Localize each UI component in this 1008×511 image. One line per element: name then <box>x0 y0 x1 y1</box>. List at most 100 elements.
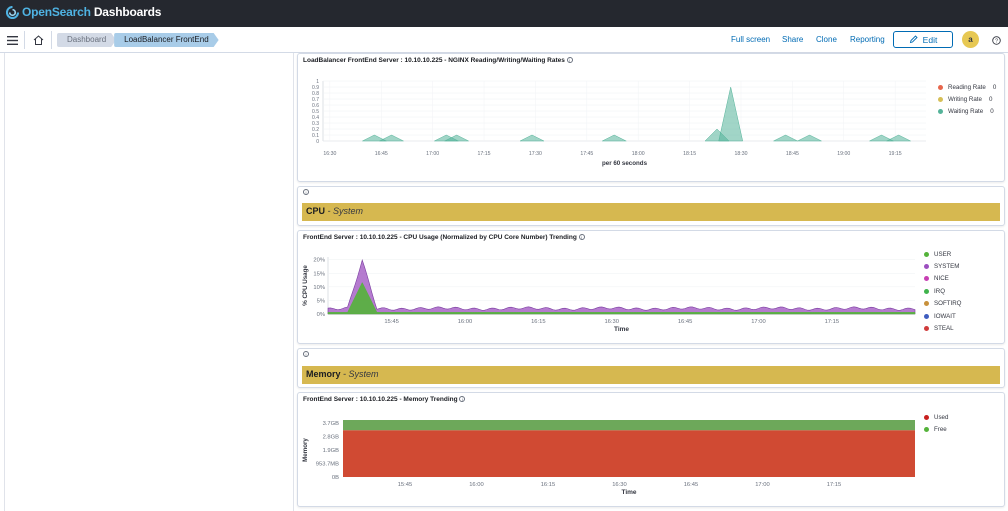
y-axis-title: Memory <box>302 438 309 462</box>
memory-header-subtitle: System <box>348 369 379 379</box>
pencil-icon <box>909 35 918 44</box>
waiting-rate-spike <box>773 134 798 142</box>
legend-item[interactable]: Waiting Rate 0 <box>938 106 996 118</box>
avatar[interactable]: a <box>962 31 979 48</box>
brand-search: Search <box>51 5 91 19</box>
x-axis-title: per 60 seconds <box>602 160 648 167</box>
legend-label: Writing Rate <box>948 96 982 104</box>
waiting-rate-spike <box>519 134 545 142</box>
x-tick-label: 16:30 <box>323 151 336 157</box>
cpu-markdown-bar: CPU - System <box>302 203 1000 221</box>
x-tick-label: 17:15 <box>478 151 491 157</box>
home-icon[interactable] <box>31 33 45 47</box>
panel-title: FrontEnd Server : 10.10.10.225 - Memory … <box>303 396 458 403</box>
system-area <box>327 259 916 315</box>
legend-item[interactable]: STEAL <box>924 322 962 334</box>
legend-label: IRQ <box>934 287 946 295</box>
share-link[interactable]: Share <box>782 35 804 44</box>
x-tick-label: 19:00 <box>837 151 850 157</box>
legend-item[interactable]: SOFTIRQ <box>924 298 962 310</box>
x-tick-label: 17:15 <box>827 482 842 488</box>
legend-item[interactable]: IOWAIT <box>924 310 962 322</box>
memory-trending-panel: FrontEnd Server : 10.10.10.225 - Memory … <box>297 392 1005 507</box>
legend-dot <box>924 264 929 270</box>
memory-header-title: Memory <box>306 369 341 379</box>
x-tick-label: 16:15 <box>541 482 556 488</box>
y-tick-label: 3.7GB <box>323 421 340 427</box>
x-tick-label: 15:45 <box>398 482 413 488</box>
y-tick-label: 0.6 <box>312 103 319 109</box>
x-axis-title: Time <box>614 326 629 333</box>
legend-dot <box>924 427 929 433</box>
x-tick-label: 16:45 <box>375 151 388 157</box>
y-tick-label: 0.4 <box>312 115 319 121</box>
legend-item[interactable]: IRQ <box>924 285 962 297</box>
legend-value: 0 <box>990 108 994 116</box>
edit-button[interactable]: Edit <box>893 31 953 48</box>
full-screen-link[interactable]: Full screen <box>731 35 771 44</box>
waiting-rate-spike <box>718 86 744 142</box>
nginx-chart: 00.10.20.30.40.50.60.70.80.91 16:30 16:45 1… <box>312 79 926 167</box>
reporting-link[interactable]: Reporting <box>850 35 885 44</box>
used-area <box>343 430 915 477</box>
y-tick-label: 2.8GB <box>323 435 340 441</box>
y-tick-label: 0.5 <box>312 109 319 115</box>
info-icon[interactable]: i <box>303 189 309 195</box>
cpu-header-subtitle: System <box>333 206 364 216</box>
cpu-header-title: CPU <box>306 206 326 216</box>
x-tick-label: 18:45 <box>786 151 799 157</box>
x-tick-label: 16:45 <box>684 482 699 488</box>
brand-dashboards: Dashboards <box>90 5 162 19</box>
opensearch-logo[interactable]: OpenSearch Dashboards <box>6 5 161 19</box>
y-tick-label: 15% <box>313 271 325 277</box>
legend-dot <box>924 251 929 257</box>
waiting-rate-spike <box>379 134 404 142</box>
x-tick-label: 19:15 <box>889 151 902 157</box>
legend-dot <box>924 313 929 319</box>
nginx-legend: Reading Rate 0 Writing Rate 0 Waiting Rate 0 <box>938 81 996 118</box>
legend-label: NICE <box>934 275 949 283</box>
menu-icon[interactable] <box>5 33 19 47</box>
brand-open: Open <box>22 5 52 19</box>
x-tick-label: 18:30 <box>734 151 747 157</box>
y-tick-label: 5% <box>317 298 325 304</box>
clone-link[interactable]: Clone <box>816 35 837 44</box>
legend-item[interactable]: NICE <box>924 273 962 285</box>
legend-item[interactable]: SYSTEM <box>924 260 962 272</box>
nav-bar: Dashboard LoadBalancer FrontEnd Full scr… <box>0 27 1008 53</box>
legend-value: 0 <box>992 83 997 91</box>
panel-title: FrontEnd Server : 10.10.10.225 - CPU Usa… <box>303 234 577 241</box>
legend-item[interactable]: Writing Rate 0 <box>938 93 996 105</box>
waiting-rate-spike <box>886 134 911 142</box>
info-icon[interactable]: i <box>303 351 309 357</box>
memory-markdown-bar: Memory - System <box>302 366 1000 384</box>
y-tick-label: 10% <box>313 285 325 291</box>
breadcrumb-dashboard[interactable]: Dashboard <box>57 33 116 47</box>
legend-item[interactable]: Reading Rate 0 <box>938 81 996 93</box>
y-tick-label: 1.9GB <box>323 448 340 454</box>
waiting-rate-spike <box>362 134 387 142</box>
y-tick-label: 0.1 <box>312 133 319 139</box>
legend-dot <box>924 288 929 294</box>
legend-item[interactable]: Free <box>924 423 948 435</box>
x-tick-label: 18:00 <box>632 151 645 157</box>
info-icon[interactable]: i <box>459 396 466 403</box>
y-tick-label: 953.7MB <box>316 462 339 468</box>
y-tick-label: 0% <box>317 312 325 318</box>
info-icon[interactable]: i <box>578 234 585 241</box>
cpu-header-panel: i CPU - System <box>297 186 1005 226</box>
legend-item[interactable]: USER <box>924 248 962 260</box>
svg-text:?: ? <box>994 38 997 44</box>
help-icon[interactable]: ? <box>989 33 1003 47</box>
legend-label: STEAL <box>934 325 954 333</box>
y-tick-label: 1 <box>316 79 319 85</box>
y-tick-label: 0 <box>316 139 319 145</box>
x-tick-label: 16:00 <box>469 482 484 488</box>
breadcrumb: Dashboard LoadBalancer FrontEnd <box>57 33 219 47</box>
top-header: OpenSearch Dashboards <box>0 0 1008 27</box>
memory-legend: Used Free <box>924 411 948 436</box>
y-axis-title: % CPU Usage <box>302 265 309 306</box>
legend-item[interactable]: Used <box>924 411 948 423</box>
legend-value: 0 <box>988 96 993 104</box>
info-icon[interactable]: i <box>566 57 573 64</box>
